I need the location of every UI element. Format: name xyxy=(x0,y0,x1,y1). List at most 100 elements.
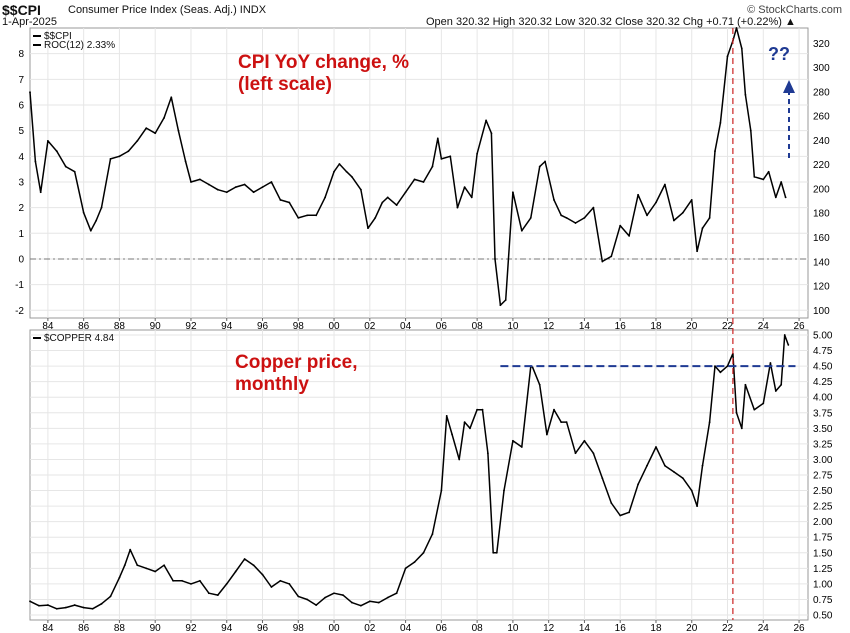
x-tick-label: 14 xyxy=(579,321,591,332)
cpi-roc-point xyxy=(440,157,443,160)
copper-point xyxy=(451,433,453,436)
right-tick-label: 1.50 xyxy=(813,548,833,559)
right-tick-label: 160 xyxy=(813,233,830,244)
right-tick-label: 240 xyxy=(813,136,830,147)
cpi-roc-point xyxy=(386,196,389,199)
cpi-roc-point xyxy=(89,229,92,232)
x-tick-label: 26 xyxy=(793,623,805,633)
cpi-roc-point xyxy=(46,140,49,142)
cpi-roc-point xyxy=(637,193,639,196)
cpi-roc-point xyxy=(628,234,631,237)
y-tick-label: 3 xyxy=(18,177,24,188)
x-tick-label: 22 xyxy=(722,321,734,332)
y-tick-label: 7 xyxy=(18,75,24,86)
cpi-roc-point xyxy=(470,196,473,199)
copper-point xyxy=(538,383,541,386)
x-tick-label: 00 xyxy=(328,321,340,332)
copper-point xyxy=(481,408,484,411)
y-tick-label: 8 xyxy=(18,49,24,60)
copper-point xyxy=(297,595,300,598)
x-tick-label: 26 xyxy=(793,321,805,332)
cpi-roc-point xyxy=(449,155,452,158)
copper-point xyxy=(511,439,514,442)
copper-point xyxy=(270,586,273,588)
x-tick-label: 88 xyxy=(114,321,126,332)
cpi-roc-point xyxy=(338,163,341,165)
copper-point xyxy=(64,606,67,609)
legend-swatch xyxy=(33,35,41,38)
symbol-description: Consumer Price Index (Seas. Adj.) INDX xyxy=(68,4,267,16)
copper-point xyxy=(38,604,40,607)
x-tick-label: 90 xyxy=(150,321,162,332)
copper-point xyxy=(279,579,282,582)
cpi-annotation-line1: CPI YoY change, % xyxy=(238,52,410,73)
right-tick-label: 260 xyxy=(813,112,830,123)
cpi-roc-point xyxy=(646,214,648,217)
x-tick-label: 18 xyxy=(650,623,662,633)
copper-point xyxy=(422,551,425,554)
copper-point xyxy=(486,452,489,455)
copper-point xyxy=(225,583,228,585)
copper-point xyxy=(769,362,772,364)
cpi-roc-line xyxy=(29,27,787,306)
copper-point xyxy=(458,458,461,461)
copper-point xyxy=(82,606,85,609)
copper-point xyxy=(163,564,166,567)
cpi-roc-point xyxy=(243,183,246,186)
x-tick-label: 24 xyxy=(758,623,770,633)
x-tick-label: 16 xyxy=(615,321,627,332)
right-tick-label: 2.50 xyxy=(813,486,833,497)
cpi-roc-point xyxy=(404,191,407,194)
y-tick-label: -1 xyxy=(15,280,24,291)
copper-point xyxy=(726,365,729,367)
copper-point xyxy=(368,600,371,603)
x-tick-label: 90 xyxy=(150,623,162,633)
copper-point xyxy=(261,573,264,576)
copper-point xyxy=(123,564,126,567)
cpi-roc-point xyxy=(199,178,201,181)
cpi-roc-point xyxy=(184,160,187,163)
legend-copper-text: $COPPER 4.84 xyxy=(44,333,115,344)
copper-point xyxy=(681,477,684,480)
cpi-roc-point xyxy=(485,119,487,122)
copper-point xyxy=(628,511,631,514)
cpi-roc-point xyxy=(544,160,546,163)
x-tick-label: 94 xyxy=(221,623,233,633)
right-tick-label: 0.75 xyxy=(813,595,833,606)
cpi-roc-point xyxy=(127,150,130,153)
copper-point xyxy=(207,592,210,595)
copper-point xyxy=(199,579,201,582)
cpi-roc-point xyxy=(270,181,273,183)
cpi-roc-point xyxy=(136,140,139,142)
cpi-roc-point xyxy=(55,150,58,153)
cpi-roc-point xyxy=(780,181,783,183)
x-tick-label: 20 xyxy=(686,321,698,332)
copper-point xyxy=(740,427,743,430)
right-tick-label: 4.75 xyxy=(813,346,833,357)
copper-point xyxy=(708,421,711,424)
cpi-roc-point xyxy=(655,201,657,204)
right-tick-label: 200 xyxy=(813,184,830,195)
cpi-roc-point xyxy=(177,129,180,132)
copper-point xyxy=(646,464,648,467)
cpi-roc-point xyxy=(145,127,148,129)
cpi-roc-point xyxy=(207,183,210,186)
x-tick-label: 18 xyxy=(650,321,662,332)
cpi-roc-point xyxy=(740,47,743,50)
cpi-roc-point xyxy=(726,55,729,58)
cpi-roc-point xyxy=(288,201,291,204)
copper-point xyxy=(351,601,353,604)
cpi-annotation: CPI YoY change, % (left scale) xyxy=(238,52,409,96)
right-tick-label: 3.50 xyxy=(813,424,833,435)
cpi-roc-point xyxy=(436,137,439,140)
copper-point xyxy=(359,604,362,607)
x-tick-label: 24 xyxy=(758,321,770,332)
copper-point xyxy=(136,564,139,567)
copper-point xyxy=(404,567,407,570)
copper-point xyxy=(324,596,327,599)
right-tick-label: 300 xyxy=(813,63,830,74)
right-tick-label: 1.75 xyxy=(813,533,833,544)
copper-annotation-line1: Copper price, xyxy=(235,352,358,373)
right-tick-label: 4.00 xyxy=(813,393,833,404)
